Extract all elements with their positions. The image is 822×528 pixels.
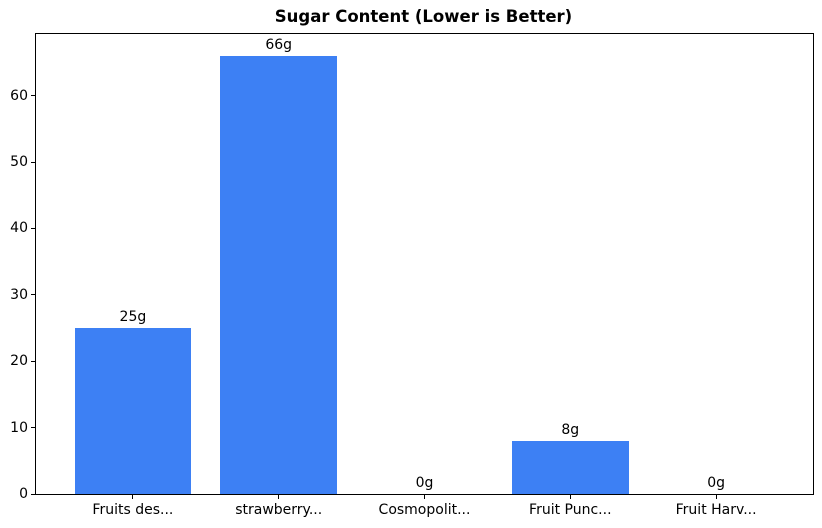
- x-tick-label: strawberry...: [235, 502, 323, 518]
- y-tick-label: 60: [10, 87, 28, 104]
- x-tick-mark: [715, 494, 717, 499]
- y-tick-label: 20: [10, 353, 28, 370]
- y-tick-mark: [31, 427, 36, 429]
- bar-value-label: 66g: [265, 36, 293, 53]
- bar-value-label: 0g: [707, 475, 725, 491]
- y-tick-mark: [31, 360, 36, 362]
- bar-value-label: 8g: [561, 421, 580, 438]
- bar-value-label: 0g: [415, 475, 434, 491]
- x-tick-mark: [424, 494, 425, 499]
- x-tick-label: Cosmopolit...: [378, 502, 471, 518]
- x-tick-mark: [132, 494, 134, 499]
- y-tick-mark: [31, 161, 36, 163]
- y-tick-label: 40: [10, 220, 28, 237]
- chart-title: Sugar Content (Lower is Better): [274, 7, 573, 26]
- x-tick-label: Fruits des...: [92, 502, 174, 518]
- y-tick-mark: [31, 493, 36, 495]
- y-tick-mark: [31, 294, 36, 296]
- x-tick-mark: [569, 494, 571, 499]
- bar-value-label: 25g: [119, 309, 147, 326]
- y-tick-label: 50: [10, 154, 28, 171]
- y-tick-mark: [31, 227, 36, 229]
- plot-area: 0 10 20 30 40 50 60 25g Fruits des... 66g strawber…: [10, 33, 814, 518]
- y-tick-label: 0: [19, 486, 28, 502]
- y-tick-label: 10: [10, 419, 28, 436]
- x-tick-label: Fruit Harv...: [675, 502, 757, 518]
- x-tick-mark: [278, 494, 280, 499]
- bar-4: [511, 440, 629, 494]
- x-tick-label: Fruit Punc...: [529, 502, 612, 518]
- bar-1: [74, 328, 192, 494]
- y-tick-label: 30: [10, 286, 28, 303]
- bar-2: [220, 55, 337, 494]
- y-tick-mark: [31, 95, 36, 97]
